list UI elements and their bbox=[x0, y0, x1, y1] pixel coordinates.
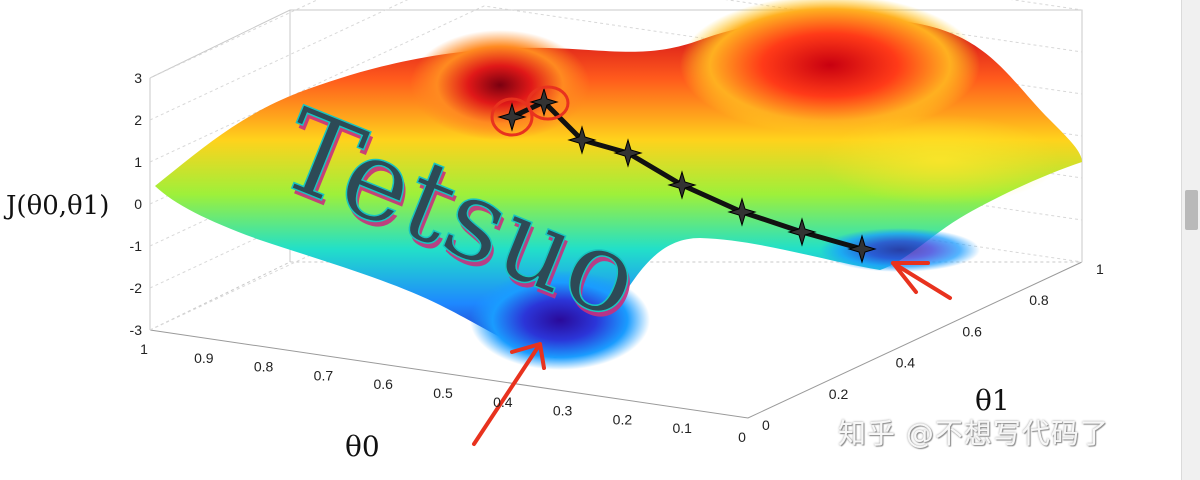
theta0-axis-label: θ0 bbox=[345, 430, 380, 463]
descent-step-marker bbox=[529, 87, 559, 117]
z-axis-ticks: 3 2 1 0 -1 -2 -3 bbox=[130, 70, 143, 338]
z-tick-label: 0 bbox=[134, 196, 142, 212]
descent-step-marker bbox=[613, 138, 643, 168]
arrow-valley bbox=[472, 342, 546, 446]
theta0-tick-label: 0.1 bbox=[672, 420, 692, 436]
start-circle-1 bbox=[490, 97, 534, 137]
descent-path bbox=[497, 87, 877, 264]
theta0-axis-ticks: 1 0.9 0.8 0.7 0.6 0.5 0.4 0.3 0.2 0.1 0 bbox=[140, 341, 746, 445]
start-circle-2 bbox=[526, 85, 570, 121]
theta0-tick-label: 0.3 bbox=[553, 403, 573, 419]
zhihu-watermark: 知乎 @不想写代码了 bbox=[838, 417, 1109, 450]
theta1-tick-label: 0 bbox=[762, 417, 770, 433]
z-tick-label: 2 bbox=[134, 112, 142, 128]
descent-step-marker bbox=[727, 197, 757, 227]
z-tick-label: -3 bbox=[130, 322, 143, 338]
theta0-tick-label: 0.8 bbox=[254, 359, 274, 375]
cost-surface bbox=[155, 0, 1082, 370]
vertical-scrollbar[interactable] bbox=[1181, 0, 1200, 480]
theta0-tick-label: 0.4 bbox=[493, 394, 513, 410]
descent-step-marker bbox=[847, 234, 877, 264]
descent-step-marker bbox=[667, 170, 697, 200]
theta0-tick-label: 0.9 bbox=[194, 350, 214, 366]
theta1-axis-ticks: 0 0.2 0.4 0.6 0.8 1 bbox=[762, 261, 1104, 433]
theta0-tick-label: 0.7 bbox=[314, 367, 334, 383]
z-tick-label: 1 bbox=[134, 154, 142, 170]
theta1-tick-label: 0.4 bbox=[896, 355, 916, 371]
theta0-tick-label: 0.5 bbox=[433, 385, 453, 401]
theta0-tick-label: 0.2 bbox=[613, 411, 633, 427]
theta0-tick-label: 0 bbox=[738, 429, 746, 445]
descent-step-marker bbox=[787, 217, 817, 247]
descent-line bbox=[510, 99, 863, 252]
descent-step-marker bbox=[567, 125, 597, 155]
annotations bbox=[472, 85, 952, 446]
theta1-tick-label: 0.8 bbox=[1029, 292, 1049, 308]
theta0-tick-label: 0.6 bbox=[373, 376, 393, 392]
theta1-tick-label: 0.6 bbox=[962, 323, 982, 339]
scrollbar-thumb[interactable] bbox=[1185, 190, 1198, 230]
theta0-tick-label: 1 bbox=[140, 341, 148, 357]
z-axis-label: J(θ0,θ1) bbox=[3, 191, 109, 221]
z-tick-label: -1 bbox=[130, 238, 143, 254]
descent-step-marker bbox=[497, 102, 527, 132]
z-tick-label: 3 bbox=[134, 70, 142, 86]
theta1-tick-label: 1 bbox=[1096, 261, 1104, 277]
arrow-minimum bbox=[891, 261, 952, 300]
z-tick-label: -2 bbox=[130, 280, 143, 296]
theta1-tick-label: 0.2 bbox=[829, 386, 849, 402]
theta1-axis-label: θ1 bbox=[975, 384, 1010, 417]
